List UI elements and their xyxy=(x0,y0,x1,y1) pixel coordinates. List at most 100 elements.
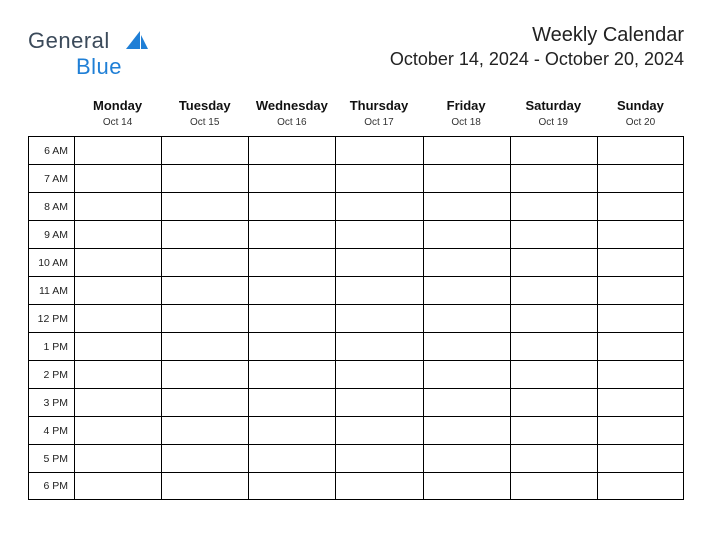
calendar-cell[interactable] xyxy=(335,332,422,360)
calendar-cell[interactable] xyxy=(161,416,248,444)
calendar-cell[interactable] xyxy=(597,444,684,472)
calendar-cell[interactable] xyxy=(510,164,597,192)
calendar-cell[interactable] xyxy=(161,304,248,332)
calendar-cell[interactable] xyxy=(423,416,510,444)
calendar-cell[interactable] xyxy=(597,192,684,220)
calendar-cell[interactable] xyxy=(510,304,597,332)
calendar-cell[interactable] xyxy=(510,332,597,360)
calendar-cell[interactable] xyxy=(597,276,684,304)
calendar-cell[interactable] xyxy=(161,220,248,248)
calendar-cell[interactable] xyxy=(510,360,597,388)
calendar-cell[interactable] xyxy=(335,388,422,416)
calendar-cell[interactable] xyxy=(161,332,248,360)
calendar-cell[interactable] xyxy=(248,388,335,416)
logo-sail-icon xyxy=(126,31,148,56)
calendar-cell[interactable] xyxy=(248,192,335,220)
calendar-cell[interactable] xyxy=(335,248,422,276)
calendar-cell[interactable] xyxy=(423,360,510,388)
calendar-cell[interactable] xyxy=(335,192,422,220)
calendar-cell[interactable] xyxy=(423,164,510,192)
calendar-cell[interactable] xyxy=(161,248,248,276)
calendar-cell[interactable] xyxy=(335,416,422,444)
calendar-cell[interactable] xyxy=(74,332,161,360)
calendar-cell[interactable] xyxy=(74,248,161,276)
calendar-cell[interactable] xyxy=(161,136,248,164)
calendar-cell[interactable] xyxy=(423,248,510,276)
calendar-cell[interactable] xyxy=(423,304,510,332)
calendar-cell[interactable] xyxy=(161,192,248,220)
calendar-cell[interactable] xyxy=(510,444,597,472)
calendar-cell[interactable] xyxy=(74,164,161,192)
calendar-cell[interactable] xyxy=(423,276,510,304)
calendar-cell[interactable] xyxy=(510,192,597,220)
calendar-cell[interactable] xyxy=(510,276,597,304)
calendar-cell[interactable] xyxy=(335,164,422,192)
day-date: Oct 16 xyxy=(248,117,335,128)
calendar-cell[interactable] xyxy=(423,444,510,472)
time-label: 6 PM xyxy=(28,472,74,500)
calendar-cell[interactable] xyxy=(510,136,597,164)
calendar-cell[interactable] xyxy=(74,388,161,416)
calendar-cell[interactable] xyxy=(74,304,161,332)
calendar-cell[interactable] xyxy=(161,472,248,500)
time-label: 10 AM xyxy=(28,248,74,276)
calendar-cell[interactable] xyxy=(597,248,684,276)
calendar-cell[interactable] xyxy=(335,220,422,248)
calendar-cell[interactable] xyxy=(423,332,510,360)
calendar-cell[interactable] xyxy=(597,360,684,388)
calendar-cell[interactable] xyxy=(161,444,248,472)
calendar-cell[interactable] xyxy=(335,304,422,332)
calendar-cell[interactable] xyxy=(510,220,597,248)
calendar-cell[interactable] xyxy=(248,164,335,192)
calendar-cell[interactable] xyxy=(597,164,684,192)
calendar-cell[interactable] xyxy=(423,220,510,248)
calendar-cell[interactable] xyxy=(74,136,161,164)
calendar-cell[interactable] xyxy=(335,472,422,500)
calendar-cell[interactable] xyxy=(161,388,248,416)
calendar-cell[interactable] xyxy=(74,360,161,388)
calendar-cell[interactable] xyxy=(423,136,510,164)
calendar-cell[interactable] xyxy=(248,304,335,332)
calendar-cell[interactable] xyxy=(161,164,248,192)
calendar-cell[interactable] xyxy=(423,472,510,500)
calendar-cell[interactable] xyxy=(248,220,335,248)
calendar-cell[interactable] xyxy=(597,304,684,332)
calendar-cell[interactable] xyxy=(597,416,684,444)
calendar-cell[interactable] xyxy=(248,332,335,360)
calendar-cell[interactable] xyxy=(248,136,335,164)
calendar-cell[interactable] xyxy=(597,388,684,416)
calendar-cell[interactable] xyxy=(161,276,248,304)
calendar-cell[interactable] xyxy=(510,472,597,500)
calendar-cell[interactable] xyxy=(74,192,161,220)
calendar-cell[interactable] xyxy=(510,388,597,416)
calendar-cell[interactable] xyxy=(248,472,335,500)
calendar-cell[interactable] xyxy=(597,220,684,248)
calendar-cell[interactable] xyxy=(74,276,161,304)
calendar-cell[interactable] xyxy=(248,444,335,472)
calendar-cell[interactable] xyxy=(74,472,161,500)
calendar-cell[interactable] xyxy=(597,332,684,360)
calendar-cell[interactable] xyxy=(74,416,161,444)
day-date: Oct 17 xyxy=(335,117,422,128)
day-column-header: TuesdayOct 15 xyxy=(161,94,248,136)
calendar-cell[interactable] xyxy=(335,276,422,304)
calendar-cell[interactable] xyxy=(335,136,422,164)
calendar-cell[interactable] xyxy=(597,472,684,500)
calendar-cell[interactable] xyxy=(74,444,161,472)
calendar-cell[interactable] xyxy=(423,192,510,220)
time-label: 3 PM xyxy=(28,388,74,416)
calendar-cell[interactable] xyxy=(248,416,335,444)
logo-word-blue: Blue xyxy=(76,54,122,79)
calendar-cell[interactable] xyxy=(597,136,684,164)
calendar-cell[interactable] xyxy=(510,248,597,276)
calendar-cell[interactable] xyxy=(335,444,422,472)
calendar-cell[interactable] xyxy=(248,276,335,304)
calendar-cell[interactable] xyxy=(248,360,335,388)
calendar-cell[interactable] xyxy=(161,360,248,388)
calendar-cell[interactable] xyxy=(423,388,510,416)
weekly-calendar-grid: MondayOct 14TuesdayOct 15WednesdayOct 16… xyxy=(28,94,684,500)
calendar-cell[interactable] xyxy=(248,248,335,276)
calendar-cell[interactable] xyxy=(74,220,161,248)
calendar-cell[interactable] xyxy=(335,360,422,388)
calendar-cell[interactable] xyxy=(510,416,597,444)
